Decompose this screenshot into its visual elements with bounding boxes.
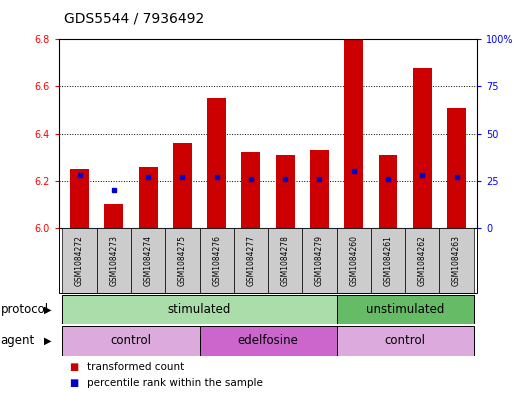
Text: GSM1084278: GSM1084278 — [281, 235, 290, 286]
Bar — [379, 155, 398, 228]
Bar — [337, 295, 473, 324]
Bar — [173, 143, 192, 228]
Text: GSM1084275: GSM1084275 — [178, 235, 187, 286]
Bar — [276, 155, 294, 228]
Text: GDS5544 / 7936492: GDS5544 / 7936492 — [64, 12, 204, 26]
Text: control: control — [110, 334, 151, 347]
Bar — [302, 228, 337, 293]
Bar — [344, 39, 363, 228]
Bar — [200, 228, 234, 293]
Bar — [96, 228, 131, 293]
Text: GSM1084262: GSM1084262 — [418, 235, 427, 286]
Bar — [440, 228, 473, 293]
Text: stimulated: stimulated — [168, 303, 231, 316]
Text: protocol: protocol — [1, 303, 49, 316]
Bar — [165, 228, 200, 293]
Text: GSM1084272: GSM1084272 — [75, 235, 84, 286]
Text: edelfosine: edelfosine — [238, 334, 299, 347]
Bar — [63, 228, 96, 293]
Bar — [242, 152, 260, 228]
Text: transformed count: transformed count — [87, 362, 185, 373]
Text: percentile rank within the sample: percentile rank within the sample — [87, 378, 263, 388]
Bar — [63, 326, 200, 356]
Bar — [405, 228, 440, 293]
Bar — [337, 326, 473, 356]
Text: ■: ■ — [69, 378, 78, 388]
Text: GSM1084276: GSM1084276 — [212, 235, 221, 286]
Bar — [371, 228, 405, 293]
Bar — [268, 228, 302, 293]
Text: GSM1084277: GSM1084277 — [246, 235, 255, 286]
Bar — [337, 228, 371, 293]
Bar — [447, 108, 466, 228]
Bar — [413, 68, 431, 228]
Text: GSM1084273: GSM1084273 — [109, 235, 119, 286]
Bar — [234, 228, 268, 293]
Text: control: control — [385, 334, 426, 347]
Text: GSM1084261: GSM1084261 — [384, 235, 392, 286]
Bar — [139, 167, 157, 228]
Bar — [200, 326, 337, 356]
Text: ▶: ▶ — [44, 336, 51, 346]
Bar — [63, 295, 337, 324]
Bar — [105, 204, 123, 228]
Text: agent: agent — [1, 334, 35, 347]
Bar — [310, 150, 329, 228]
Bar — [207, 98, 226, 228]
Bar — [131, 228, 165, 293]
Text: GSM1084263: GSM1084263 — [452, 235, 461, 286]
Text: unstimulated: unstimulated — [366, 303, 444, 316]
Text: GSM1084260: GSM1084260 — [349, 235, 358, 286]
Text: GSM1084274: GSM1084274 — [144, 235, 152, 286]
Bar — [70, 169, 89, 228]
Text: ■: ■ — [69, 362, 78, 373]
Text: GSM1084279: GSM1084279 — [315, 235, 324, 286]
Text: ▶: ▶ — [44, 305, 51, 314]
